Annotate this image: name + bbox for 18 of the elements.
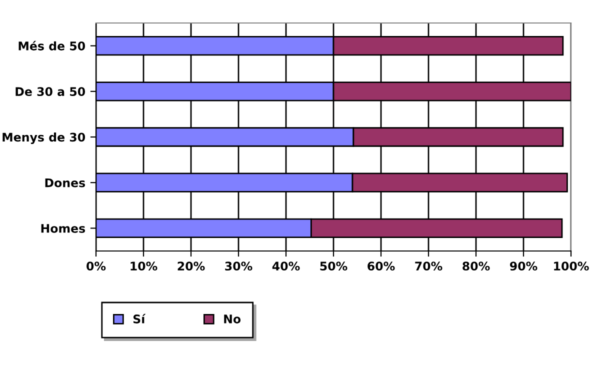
x-tick-label: 0% [86,262,106,271]
y-tick-label: Dones [45,178,86,188]
y-tick-label: Més de 50 [18,40,86,50]
x-tick-label: 60% [368,262,395,271]
x-tick-label: 20% [178,262,205,271]
x-tick-label: 80% [462,262,490,271]
y-tick-label: Menys de 30 [2,132,86,144]
x-tick-label: 50% [320,262,348,271]
legend-label: Sí [133,314,146,324]
x-tick-label: 10% [130,262,158,271]
x-tick-label: 30% [225,262,252,271]
x-tick-label: 70% [415,262,442,271]
x-tick-label: 40% [272,262,300,271]
x-tick-label: 100% [554,262,589,271]
y-tick-label: Homes [41,224,86,233]
legend-label: No [224,314,241,324]
y-tick-label: De 30 a 50 [16,87,86,96]
x-tick-label: 90% [510,262,538,271]
